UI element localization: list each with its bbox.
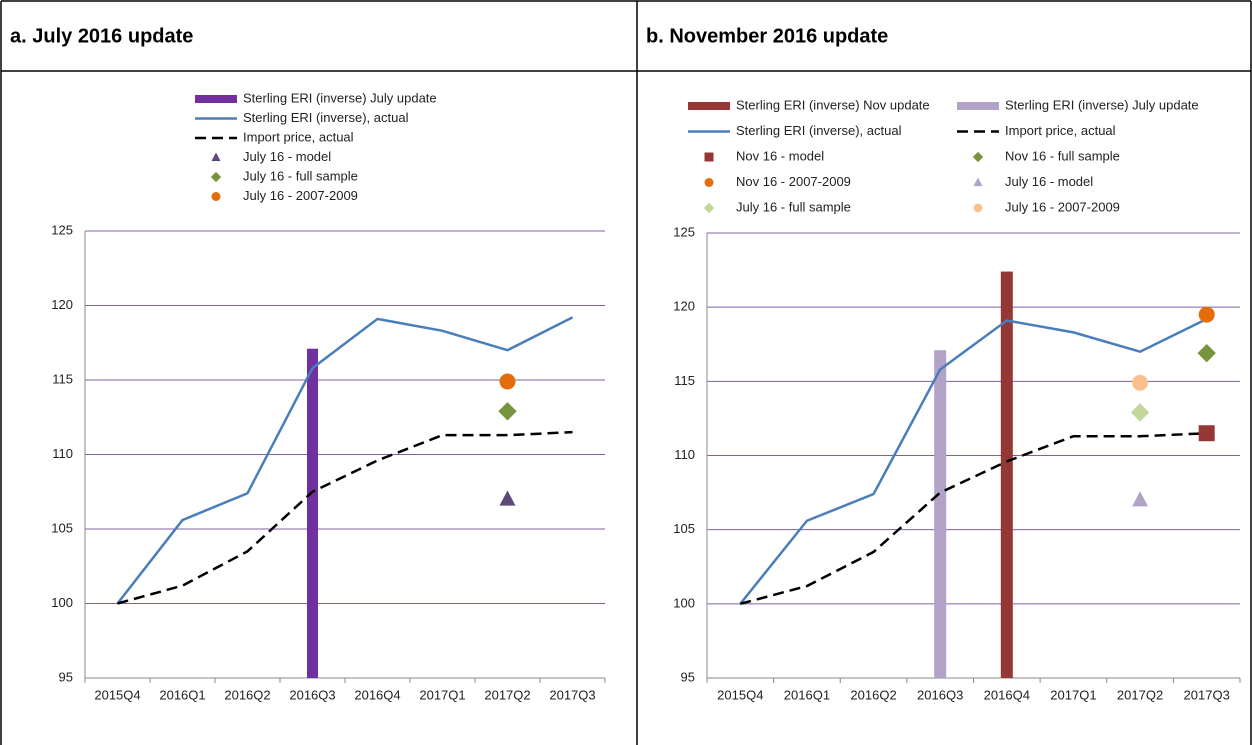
x-tick-label: 2015Q4	[717, 687, 763, 702]
y-tick-label: 120	[673, 299, 695, 314]
marker	[210, 171, 222, 183]
x-tick-label: 2017Q1	[1050, 687, 1096, 702]
x-tick-label: 2015Q4	[94, 687, 140, 702]
marker	[211, 152, 221, 162]
legend-swatch	[195, 95, 237, 103]
y-tick-label: 115	[674, 373, 695, 388]
y-tick-label: 95	[59, 669, 73, 684]
marker	[1132, 374, 1149, 391]
x-tick-label: 2016Q4	[354, 687, 400, 702]
legend-label: Sterling ERI (inverse) Nov update	[736, 97, 930, 112]
x-tick-label: 2017Q1	[419, 687, 465, 702]
x-tick-label: 2017Q3	[1184, 687, 1230, 702]
bar	[934, 350, 947, 678]
legend-swatch	[688, 102, 730, 110]
bar	[1000, 271, 1013, 678]
marker	[973, 177, 983, 187]
y-tick-label: 105	[673, 521, 695, 536]
x-tick-label: 2016Q1	[784, 687, 830, 702]
y-tick-label: 105	[51, 520, 73, 535]
y-tick-label: 110	[674, 447, 695, 462]
line	[739, 432, 1207, 606]
x-tick-label: 2016Q3	[289, 687, 335, 702]
legend-label: Import price, actual	[243, 129, 354, 144]
marker	[703, 202, 715, 214]
legend-label: July 16 - full sample	[243, 168, 358, 183]
marker	[1197, 343, 1216, 363]
legend-label: Nov 16 - 2007-2009	[736, 174, 851, 189]
y-tick-label: 125	[673, 224, 695, 239]
x-tick-label: 2017Q2	[484, 687, 530, 702]
x-tick-label: 2017Q3	[549, 687, 595, 702]
line	[117, 430, 573, 605]
x-tick-label: 2016Q2	[850, 687, 896, 702]
x-tick-label: 2016Q3	[917, 687, 963, 702]
marker	[1198, 306, 1215, 323]
legend-label: Nov 16 - model	[736, 148, 824, 163]
marker	[498, 402, 517, 421]
marker	[499, 373, 516, 390]
marker	[973, 203, 983, 213]
x-tick-label: 2016Q4	[984, 687, 1030, 702]
x-tick-label: 2016Q1	[159, 687, 205, 702]
panel-title: a. July 2016 update	[10, 25, 193, 47]
legend-label: July 16 - 2007-2009	[1005, 199, 1120, 214]
legend-label: Nov 16 - full sample	[1005, 148, 1120, 163]
marker	[704, 178, 714, 187]
y-tick-label: 125	[51, 222, 73, 237]
y-tick-label: 95	[681, 669, 695, 684]
marker	[704, 152, 714, 162]
line	[116, 316, 574, 605]
marker	[211, 192, 221, 201]
legend-label: July 16 - full sample	[736, 199, 851, 214]
marker	[1132, 491, 1149, 507]
marker	[972, 151, 984, 163]
panel-title: b. November 2016 update	[646, 25, 888, 47]
x-tick-label: 2017Q2	[1117, 687, 1163, 702]
marker	[1130, 403, 1150, 422]
line	[739, 317, 1208, 605]
legend-label: Import price, actual	[1005, 123, 1116, 138]
legend-label: Sterling ERI (inverse), actual	[736, 123, 902, 138]
legend-label: Sterling ERI (inverse) July update	[1005, 97, 1199, 112]
bar	[307, 348, 318, 678]
y-tick-label: 100	[673, 595, 695, 610]
y-tick-label: 100	[51, 595, 73, 610]
legend-swatch	[957, 102, 999, 110]
legend-label: Sterling ERI (inverse) July update	[243, 90, 437, 105]
x-tick-label: 2016Q2	[224, 687, 270, 702]
y-tick-label: 120	[51, 297, 73, 312]
legend-label: July 16 - model	[1005, 174, 1093, 189]
legend-label: July 16 - 2007-2009	[243, 188, 358, 203]
legend-label: July 16 - model	[243, 149, 331, 164]
marker	[499, 490, 516, 506]
legend-label: Sterling ERI (inverse), actual	[243, 110, 409, 125]
marker	[1198, 425, 1215, 442]
y-tick-label: 110	[52, 446, 73, 461]
y-tick-label: 115	[52, 371, 73, 386]
